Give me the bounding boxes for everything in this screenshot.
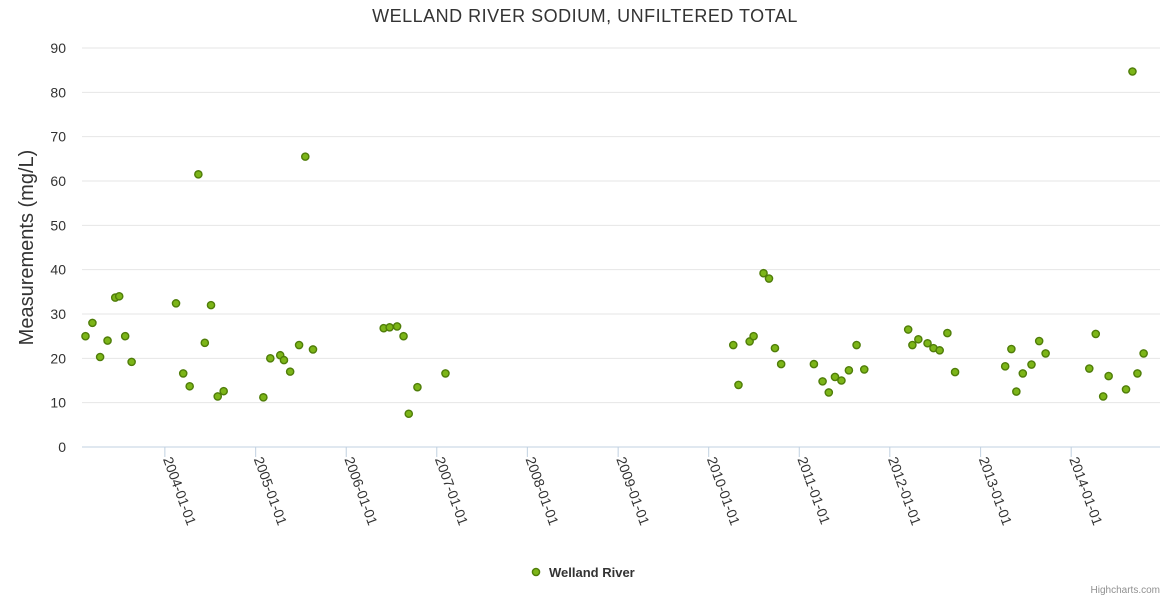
data-point: [294, 340, 304, 350]
y-tick-label: 30: [50, 306, 66, 322]
data-point: [1034, 336, 1044, 346]
data-point: [923, 338, 932, 348]
y-axis-title: Measurements (mg/L): [16, 150, 38, 346]
data-point: [88, 318, 97, 328]
data-point: [1012, 387, 1021, 396]
data-point: [404, 409, 414, 419]
chart-title: WELLAND RIVER SODIUM, UNFILTERED TOTAL: [372, 6, 798, 26]
x-tick-label: 2008-01-01: [523, 455, 563, 528]
data-point: [1139, 349, 1148, 358]
credits-link[interactable]: Highcharts.com: [1090, 585, 1160, 596]
data-point: [818, 377, 827, 386]
data-point: [127, 357, 136, 367]
data-point: [749, 331, 758, 341]
y-tick-label: 10: [50, 395, 66, 411]
data-point: [943, 328, 952, 338]
data-point: [830, 372, 840, 382]
data-point: [1041, 349, 1050, 358]
data-point: [171, 299, 181, 308]
data-point: [1098, 392, 1108, 401]
data-point: [279, 355, 289, 365]
data-point: [859, 365, 869, 374]
data-point: [734, 380, 743, 390]
data-point: [764, 274, 774, 283]
data-point: [1133, 369, 1142, 378]
data-point: [194, 170, 203, 179]
data-point: [266, 354, 275, 363]
y-tick-label: 40: [50, 262, 66, 278]
data-point: [392, 322, 402, 331]
data-point: [441, 369, 450, 378]
data-point: [219, 386, 228, 396]
data-point: [1007, 344, 1016, 354]
data-point: [1018, 369, 1028, 378]
data-point: [903, 325, 913, 334]
x-tick-label: 2014-01-01: [1066, 455, 1106, 528]
data-point: [935, 346, 944, 355]
data-point: [399, 331, 408, 341]
x-tick-label: 2005-01-01: [251, 455, 291, 528]
y-tick-label: 0: [58, 439, 66, 455]
data-point: [770, 343, 780, 353]
data-point: [950, 367, 960, 377]
data-point: [1027, 360, 1036, 369]
data-point: [759, 268, 768, 278]
data-point: [285, 367, 295, 376]
x-tick-label: 2013-01-01: [976, 455, 1016, 528]
data-point: [413, 382, 422, 392]
data-point: [1128, 67, 1137, 76]
data-point: [809, 359, 819, 369]
data-point: [1000, 362, 1010, 371]
data-point: [185, 381, 194, 391]
data-point: [385, 322, 394, 332]
data-point: [200, 338, 210, 348]
legend-marker: [531, 567, 541, 577]
x-tick-label: 2006-01-01: [341, 455, 381, 528]
data-point: [1104, 371, 1113, 381]
data-point: [259, 393, 268, 402]
data-point: [120, 331, 130, 341]
data-point: [81, 331, 90, 341]
y-tick-label: 90: [50, 40, 66, 56]
data-point: [852, 340, 861, 350]
data-point: [728, 340, 738, 350]
data-point: [837, 376, 846, 385]
data-point: [844, 366, 854, 375]
data-point: [1091, 329, 1101, 339]
data-point: [103, 336, 112, 345]
x-tick-label: 2012-01-01: [885, 455, 925, 528]
x-tick-label: 2010-01-01: [704, 455, 744, 528]
y-tick-label: 20: [50, 350, 66, 366]
data-point: [1084, 364, 1094, 373]
x-tick-label: 2011-01-01: [794, 455, 833, 527]
data-point: [776, 359, 786, 369]
data-point: [300, 152, 310, 161]
data-point: [114, 291, 124, 301]
y-tick-label: 50: [50, 217, 66, 233]
data-point: [824, 388, 834, 397]
data-point: [908, 340, 917, 350]
data-point: [206, 300, 216, 310]
y-tick-label: 70: [50, 129, 66, 145]
x-tick-label: 2007-01-01: [432, 455, 472, 528]
y-tick-label: 60: [50, 173, 66, 189]
data-point: [178, 369, 188, 378]
legend-item-welland-river: Welland River: [549, 565, 635, 580]
data-point: [914, 334, 923, 344]
data-point: [1121, 385, 1131, 394]
data-point: [308, 345, 318, 354]
y-tick-label: 80: [50, 84, 66, 100]
data-point: [213, 392, 223, 401]
x-tick-label: 2004-01-01: [160, 455, 200, 528]
data-point: [95, 352, 105, 362]
x-tick-label: 2009-01-01: [613, 455, 653, 528]
